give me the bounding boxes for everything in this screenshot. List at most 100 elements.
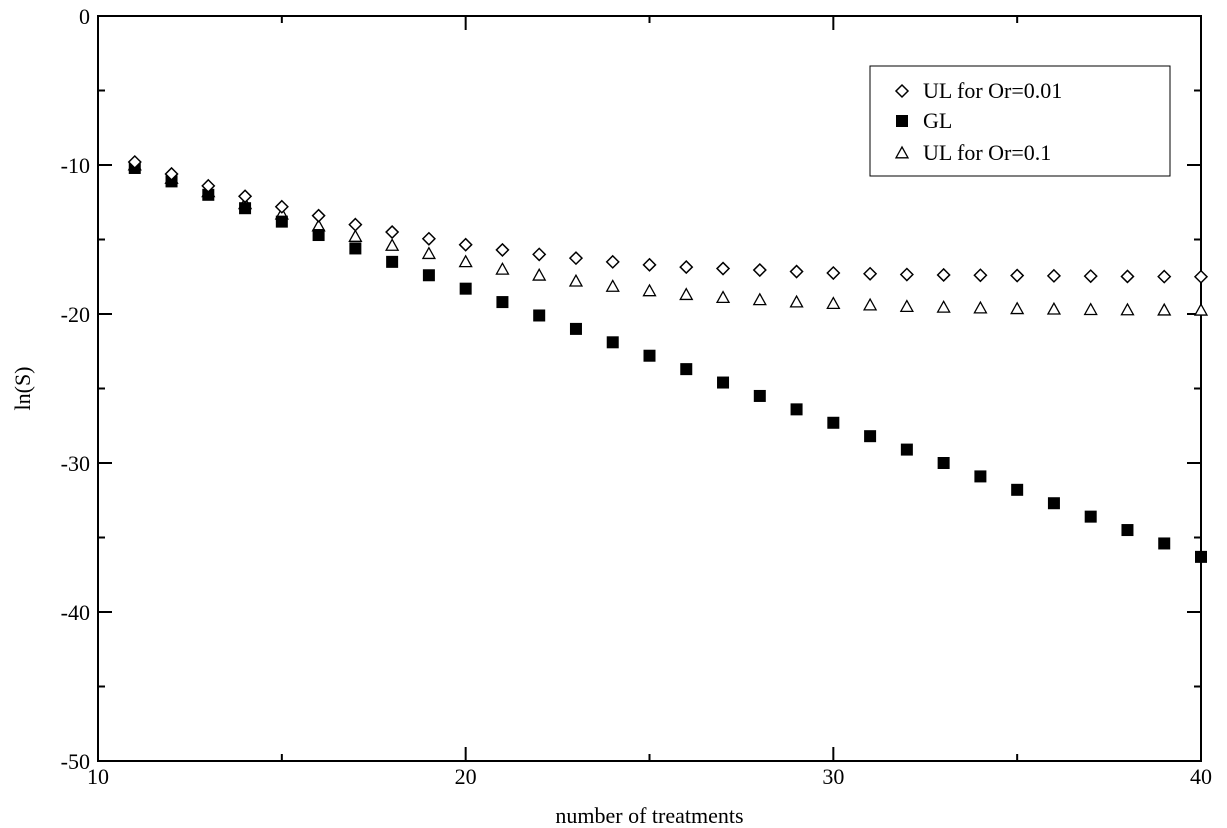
y-tick-label: -50: [61, 749, 90, 774]
y-tick-label: -30: [61, 451, 90, 476]
data-point: [752, 292, 767, 306]
legend: UL for Or=0.01 GL UL for Or=0.1: [869, 65, 1171, 177]
data-point: [1083, 269, 1098, 284]
data-point: [349, 242, 362, 255]
data-point: [1121, 524, 1134, 537]
data-point: [789, 264, 804, 279]
data-point: [1011, 483, 1024, 496]
data-point: [973, 268, 988, 283]
data-point: [385, 238, 400, 251]
data-point: [1157, 302, 1172, 316]
x-tick-label: 20: [455, 764, 477, 789]
data-point: [1010, 268, 1025, 283]
data-point: [1157, 269, 1172, 284]
legend-box: [869, 65, 1171, 177]
x-tick-label: 40: [1190, 764, 1212, 789]
data-point: [458, 254, 473, 268]
data-point: [936, 267, 951, 283]
data-point: [605, 279, 620, 292]
data-point: [789, 294, 804, 308]
data-point: [752, 262, 767, 278]
data-point: [973, 300, 988, 314]
data-point: [127, 154, 142, 170]
data-point: [974, 470, 987, 483]
data-point: [569, 322, 582, 335]
data-point: [679, 287, 694, 301]
data-point: [864, 430, 877, 443]
x-tick-label: 10: [87, 764, 109, 789]
data-point: [568, 251, 584, 266]
data-point: [1195, 550, 1207, 563]
data-point: [826, 265, 841, 281]
data-point: [495, 242, 510, 257]
legend-marker: [894, 83, 910, 99]
data-point: [827, 416, 840, 429]
data-point: [459, 282, 472, 295]
y-tick-label: 0: [79, 4, 90, 29]
data-point: [348, 229, 363, 242]
data-point: [496, 296, 509, 309]
data-point: [1046, 268, 1061, 283]
y-axis-label: ln(S): [10, 367, 35, 411]
data-point: [532, 247, 547, 262]
data-point: [642, 283, 657, 297]
data-point: [275, 215, 288, 228]
data-point: [717, 376, 730, 389]
legend-marker: [894, 145, 910, 159]
legend-label: GL: [923, 108, 952, 133]
x-axis-label: number of treatments: [555, 803, 743, 828]
data-point: [899, 267, 914, 282]
data-point: [753, 389, 766, 402]
data-point: [239, 202, 252, 215]
data-point: [1084, 510, 1097, 523]
data-point: [386, 255, 399, 268]
data-point: [1120, 269, 1135, 284]
data-point: [606, 336, 619, 349]
data-markers: [127, 154, 1209, 563]
data-point: [680, 363, 693, 376]
legend-marker: [896, 115, 908, 127]
data-point: [311, 208, 326, 223]
data-point: [826, 296, 841, 310]
data-point: [274, 199, 289, 214]
axis-ticks: [97, 15, 1202, 762]
data-point: [643, 349, 656, 362]
data-point: [421, 231, 436, 246]
data-point: [533, 309, 546, 322]
data-point: [1158, 537, 1171, 550]
data-point: [863, 266, 878, 281]
data-point: [568, 273, 584, 287]
data-point: [937, 457, 950, 469]
data-point: [385, 224, 400, 240]
axis-tick-labels: 10 20 30 40 0 -10 -20 -30 -40 -50: [61, 4, 1212, 789]
data-point: [936, 299, 951, 313]
data-point: [605, 254, 620, 269]
data-point: [201, 178, 216, 193]
data-point: [238, 189, 253, 204]
data-point: [1193, 302, 1209, 316]
data-point: [1046, 301, 1062, 315]
x-tick-label: 30: [822, 764, 844, 789]
data-point: [900, 443, 913, 456]
data-point: [421, 246, 437, 260]
data-point: [1083, 302, 1098, 316]
data-point: [790, 403, 803, 416]
data-point: [422, 269, 435, 282]
data-point: [532, 267, 547, 281]
data-point: [1010, 301, 1025, 315]
data-point: [715, 290, 731, 304]
y-tick-label: -20: [61, 302, 90, 327]
data-point: [458, 237, 473, 252]
data-point: [642, 257, 657, 272]
data-point: [1193, 269, 1209, 284]
legend-label: UL for Or=0.1: [923, 140, 1051, 165]
data-point: [715, 261, 731, 276]
data-point: [679, 260, 694, 275]
data-point: [312, 229, 325, 242]
data-point: [1120, 302, 1135, 316]
y-tick-label: -10: [61, 153, 90, 178]
legend-label: UL for Or=0.01: [923, 78, 1062, 103]
data-point: [164, 166, 179, 182]
data-point: [1047, 497, 1060, 510]
